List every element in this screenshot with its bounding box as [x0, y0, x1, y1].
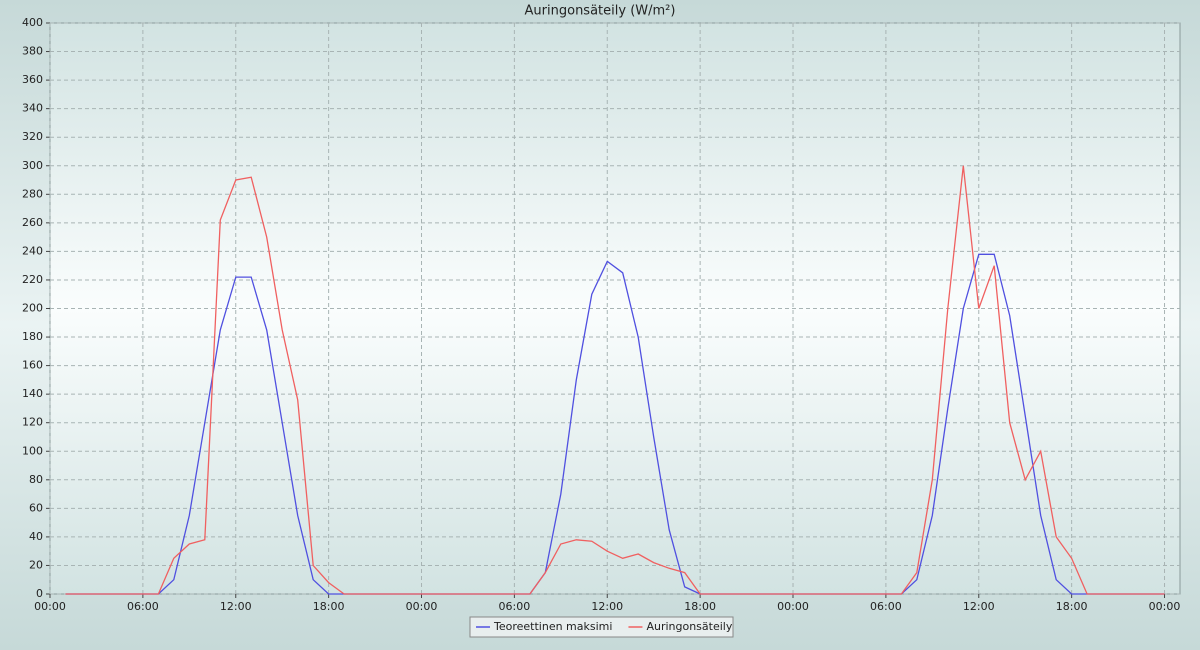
- y-tick-label: 120: [22, 416, 43, 429]
- x-tick-label: 06:00: [870, 600, 902, 613]
- y-tick-label: 360: [22, 73, 43, 86]
- y-tick-label: 340: [22, 102, 43, 115]
- y-tick-label: 0: [36, 587, 43, 600]
- y-tick-label: 400: [22, 16, 43, 29]
- legend-box: [469, 616, 734, 638]
- y-tick-label: 240: [22, 244, 43, 257]
- x-tick-label: 00:00: [406, 600, 438, 613]
- y-tick-label: 140: [22, 387, 43, 400]
- y-tick-label: 100: [22, 444, 43, 457]
- y-tick-label: 220: [22, 273, 43, 286]
- x-tick-label: 18:00: [1056, 600, 1088, 613]
- y-tick-label: 320: [22, 130, 43, 143]
- chart-title: Auringonsäteily (W/m²): [525, 4, 676, 19]
- x-tick-label: 18:00: [313, 600, 345, 613]
- y-tick-label: 200: [22, 302, 43, 315]
- x-tick-label: 12:00: [220, 600, 252, 613]
- x-tick-label: 12:00: [591, 600, 623, 613]
- x-tick-label: 06:00: [127, 600, 159, 613]
- x-tick-label: 12:00: [963, 600, 995, 613]
- y-tick-label: 280: [22, 187, 43, 200]
- y-tick-label: 260: [22, 216, 43, 229]
- y-tick-label: 180: [22, 330, 43, 343]
- x-tick-label: 18:00: [684, 600, 716, 613]
- y-tick-label: 20: [29, 558, 43, 571]
- series-line: [65, 165, 1165, 595]
- y-tick-label: 60: [29, 501, 43, 514]
- y-tick-label: 380: [22, 45, 43, 58]
- legend-label: Teoreettinen maksimi: [493, 620, 612, 633]
- y-tick-label: 80: [29, 473, 43, 486]
- y-tick-label: 160: [22, 359, 43, 372]
- y-tick-label: 40: [29, 530, 43, 543]
- x-tick-label: 00:00: [1149, 600, 1181, 613]
- legend-label: Auringonsäteily: [646, 620, 732, 633]
- x-tick-label: 00:00: [777, 600, 809, 613]
- legend: Teoreettinen maksimi Auringonsäteily: [469, 616, 734, 638]
- series-line: [65, 253, 1165, 595]
- y-tick-label: 300: [22, 159, 43, 172]
- x-tick-label: 00:00: [34, 600, 66, 613]
- x-tick-label: 06:00: [499, 600, 531, 613]
